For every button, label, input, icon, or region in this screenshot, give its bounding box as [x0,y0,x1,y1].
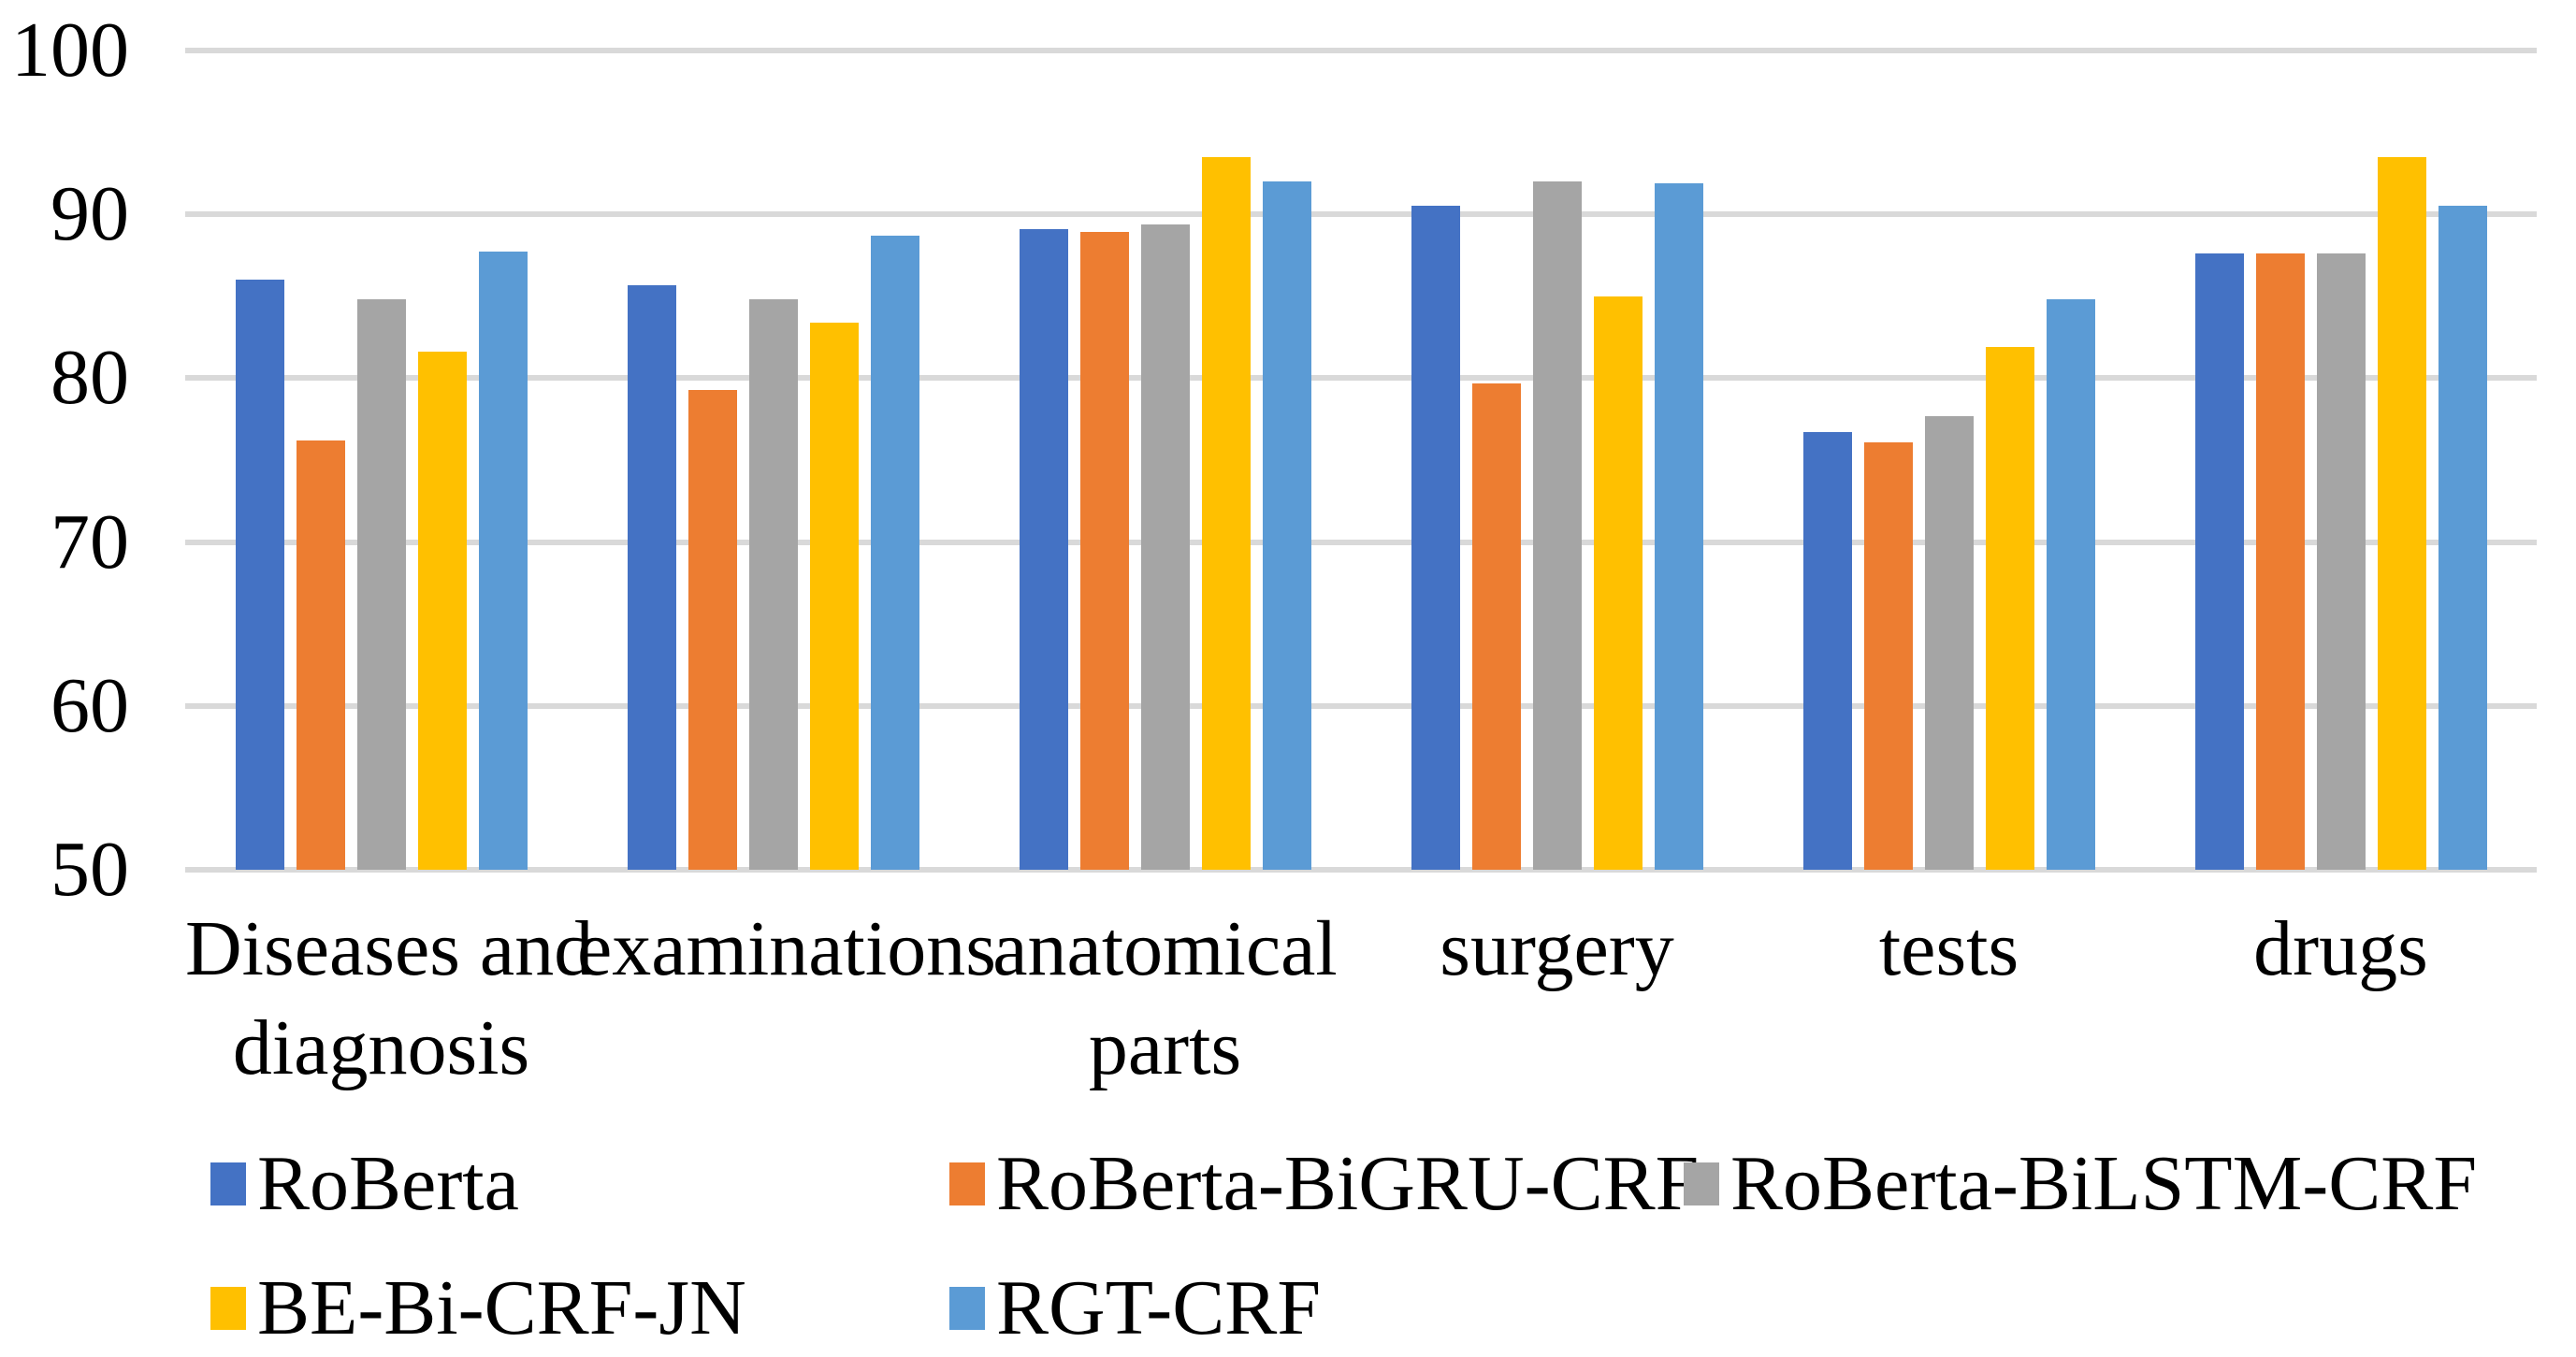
bar-RGT-CRF-tests [2046,299,2095,870]
x-category-label-examinations: examinations [577,900,996,999]
legend-swatch-RoBerta-BiLSTM-CRF [1684,1162,1719,1205]
x-category-label-line: diagnosis [232,1004,530,1091]
x-category-label-line: surgery [1440,905,1674,992]
legend-label-RoBerta-BiLSTM-CRF: RoBerta-BiLSTM-CRF [1730,1140,2478,1227]
x-category-label-Diseases and diagnosis: Diseases and diagnosis [185,900,594,1098]
legend-swatch-RGT-CRF [949,1287,985,1330]
bar-RoBerta-BiGRU-CRF-anatomical parts [1079,232,1129,870]
bar-BE-Bi-CRF-JN-anatomical parts [1201,156,1251,870]
bar-RoBerta-drugs [2194,253,2244,870]
legend-label-RoBerta: RoBerta [257,1140,519,1227]
bar-RoBerta-BiLSTM-CRF-surgery [1532,181,1582,870]
legend-label-RoBerta-BiGRU-CRF: RoBerta-BiGRU-CRF [996,1140,1700,1227]
y-tick-label-60: 60 [51,661,129,749]
bar-BE-Bi-CRF-JN-surgery [1593,296,1643,870]
x-category-label-drugs: drugs [2145,900,2537,999]
bar-BE-Bi-CRF-JN-examinations [809,322,859,870]
gridline-50 [185,867,2537,873]
x-category-label-line: Diseases and [185,905,594,992]
bar-RoBerta-BiLSTM-CRF-Diseases and diagnosis [356,299,406,870]
legend-label-BE-Bi-CRF-JN: BE-Bi-CRF-JN [257,1264,746,1351]
y-tick-label-100: 100 [11,7,129,94]
x-category-label-surgery: surgery [1361,900,1753,999]
x-category-label-line: tests [1878,905,2019,992]
bar-RGT-CRF-surgery [1654,182,1703,870]
bar-RoBerta-surgery [1411,206,1460,870]
bar-BE-Bi-CRF-JN-drugs [2377,156,2426,870]
bar-RoBerta-BiGRU-CRF-Diseases and diagnosis [296,440,345,870]
y-tick-label-70: 70 [51,498,129,585]
y-tick-label-80: 80 [51,334,129,422]
x-category-label-line: drugs [2253,905,2428,992]
bar-BE-Bi-CRF-JN-tests [1985,347,2034,870]
x-category-label-line: parts [1088,1004,1242,1091]
legend-swatch-RoBerta-BiGRU-CRF [949,1162,985,1205]
bar-RGT-CRF-Diseases and diagnosis [478,252,528,870]
gridline-100 [185,48,2537,53]
bar-RoBerta-BiGRU-CRF-drugs [2255,253,2305,870]
gridline-70 [185,539,2537,545]
legend-swatch-RoBerta [210,1162,246,1205]
y-tick-label-50: 50 [51,826,129,913]
bar-RGT-CRF-anatomical parts [1262,181,1311,870]
bar-RGT-CRF-examinations [870,235,919,870]
bar-RGT-CRF-drugs [2438,206,2487,870]
bar-RoBerta-BiGRU-CRF-examinations [687,389,737,870]
bar-BE-Bi-CRF-JN-Diseases and diagnosis [417,352,467,870]
bar-RoBerta-BiGRU-CRF-surgery [1471,383,1521,870]
legend-label-RGT-CRF: RGT-CRF [996,1264,1322,1351]
bar-RoBerta-examinations [627,284,676,870]
x-category-label-line: examinations [577,905,996,992]
bar-RoBerta-BiLSTM-CRF-anatomical parts [1140,224,1190,870]
legend-swatch-BE-Bi-CRF-JN [210,1287,246,1330]
bar-RoBerta-tests [1802,432,1852,870]
x-category-label-line: anatomical [992,905,1338,992]
bar-RoBerta-BiLSTM-CRF-examinations [748,299,798,870]
gridline-80 [185,375,2537,382]
bar-RoBerta-BiGRU-CRF-tests [1863,441,1913,870]
y-tick-label-90: 90 [51,170,129,258]
bar-RoBerta-BiLSTM-CRF-drugs [2316,253,2366,870]
bar-RoBerta-Diseases and diagnosis [235,280,284,870]
bar-RoBerta-BiLSTM-CRF-tests [1924,415,1974,870]
gridline-60 [185,702,2537,709]
x-category-label-anatomical parts: anatomical parts [969,900,1361,1098]
x-category-label-tests: tests [1753,900,2145,999]
gridline-90 [185,211,2537,218]
bar-RoBerta-anatomical parts [1019,228,1068,870]
